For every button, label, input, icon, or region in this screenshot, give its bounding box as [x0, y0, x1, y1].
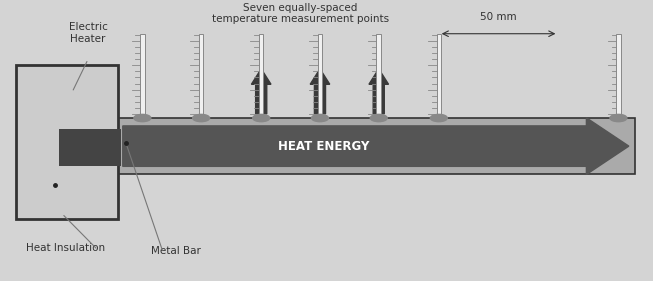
- Text: 50 mm: 50 mm: [480, 12, 517, 22]
- Circle shape: [134, 114, 151, 122]
- Text: Electric
Heater: Electric Heater: [69, 22, 108, 44]
- Text: Heat Insulation: Heat Insulation: [25, 243, 105, 253]
- FancyArrow shape: [123, 118, 629, 175]
- FancyArrow shape: [251, 69, 271, 114]
- Circle shape: [311, 114, 328, 122]
- Bar: [318, 34, 323, 118]
- FancyArrow shape: [310, 69, 330, 114]
- Circle shape: [610, 114, 627, 122]
- FancyArrow shape: [369, 69, 389, 114]
- Circle shape: [370, 114, 387, 122]
- Circle shape: [430, 114, 447, 122]
- Text: HEAT ENERGY: HEAT ENERGY: [278, 140, 370, 153]
- Bar: [437, 34, 441, 118]
- Bar: [116, 118, 635, 174]
- Circle shape: [193, 114, 210, 122]
- Bar: [199, 34, 204, 118]
- Text: Metal Bar: Metal Bar: [151, 246, 201, 256]
- Bar: [16, 65, 118, 219]
- Bar: [616, 34, 621, 118]
- Bar: [140, 34, 145, 118]
- Bar: [259, 34, 264, 118]
- Bar: [59, 129, 121, 166]
- Text: Seven equally-spaced
temperature measurement points: Seven equally-spaced temperature measure…: [212, 3, 389, 24]
- Circle shape: [253, 114, 270, 122]
- Bar: [376, 34, 381, 118]
